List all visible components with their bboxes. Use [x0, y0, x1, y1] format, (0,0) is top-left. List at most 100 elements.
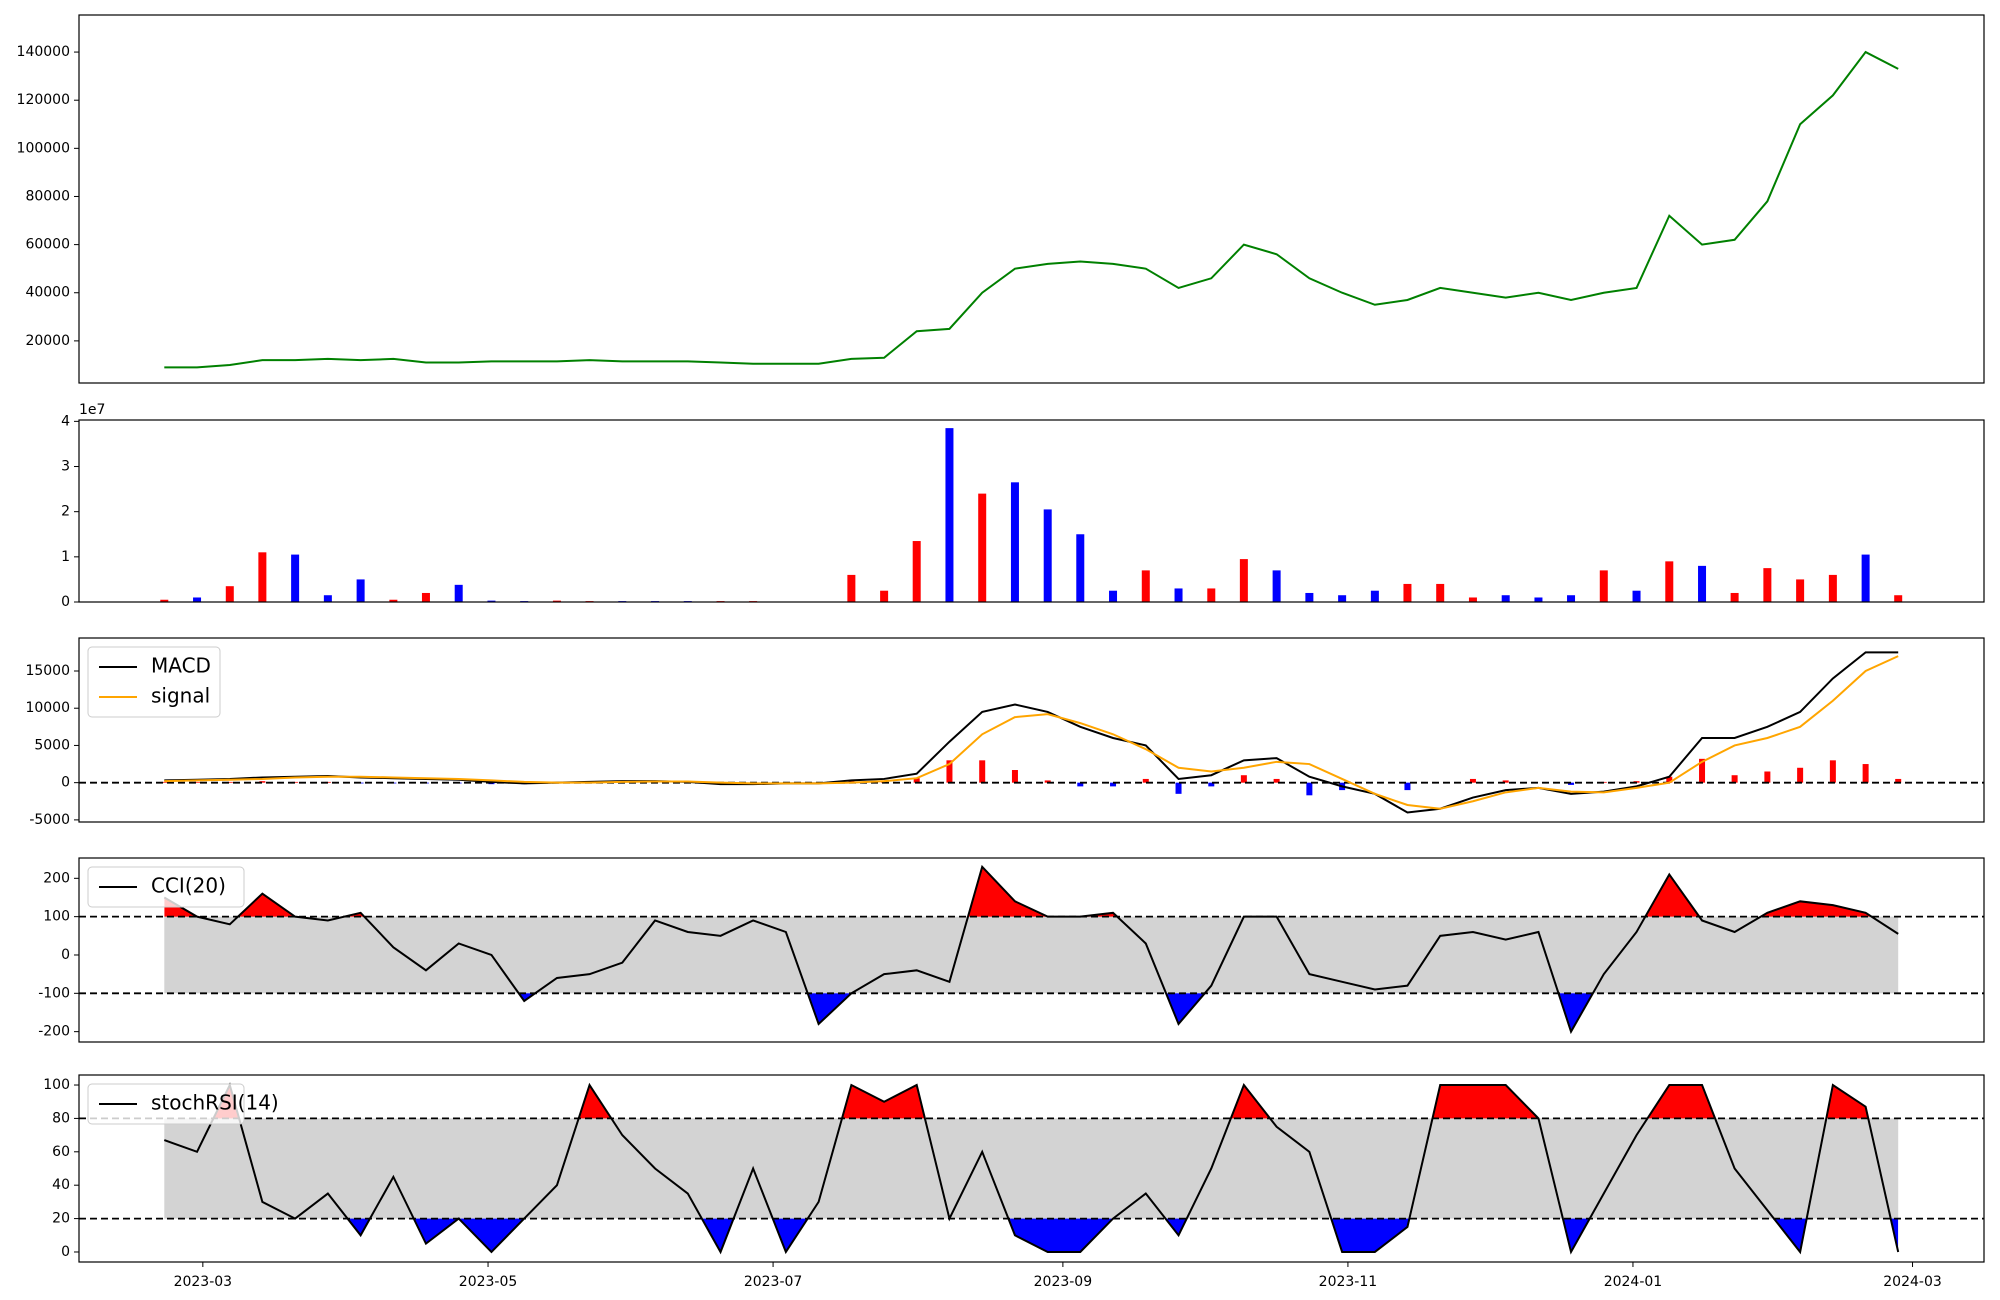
y-tick-label: 100: [43, 1077, 70, 1093]
histogram-bar: [979, 760, 986, 783]
bar: [1403, 583, 1412, 602]
histogram-bar: [1404, 782, 1411, 791]
y-tick-label: 80: [52, 1110, 70, 1126]
bar: [1468, 597, 1477, 602]
line: [164, 655, 1899, 810]
bar: [454, 584, 463, 602]
histogram-bar: [1568, 782, 1575, 785]
plot-frame: [78, 637, 1985, 823]
bar: [1730, 592, 1739, 602]
bar: [193, 597, 202, 602]
y-tick-label: 60000: [25, 237, 70, 253]
histogram-bar: [1829, 760, 1836, 783]
x-tick-label: 2024-01: [1604, 1274, 1663, 1290]
legend: MACD signal: [87, 646, 221, 718]
y-tick-label: -5000: [29, 812, 70, 828]
legend: CCI(20): [87, 866, 245, 908]
histogram-bar: [259, 781, 266, 783]
x-tick-label: 2023-05: [459, 1274, 518, 1290]
bar: [847, 574, 856, 602]
histogram-bar: [292, 781, 299, 783]
histogram-bar: [1142, 778, 1149, 783]
plot-frame: [78, 419, 1985, 603]
histogram-bar: [1895, 778, 1902, 783]
y-tick-label: 120000: [17, 92, 70, 108]
histogram-bar: [226, 781, 233, 783]
histogram-bar: [1469, 778, 1476, 783]
bar: [291, 554, 300, 602]
y-tick-label: 20: [52, 1211, 70, 1227]
y-tick-label: 5000: [34, 737, 70, 753]
y-tick-label: -200: [38, 1024, 70, 1040]
y-tick-label: 0: [61, 947, 70, 963]
histogram-bar: [1764, 771, 1771, 783]
x-tick-label: 2023-07: [744, 1274, 803, 1290]
legend-label: CCI(20): [151, 874, 226, 898]
bar: [421, 592, 430, 602]
bar: [978, 493, 987, 602]
y-tick-label: 10000: [25, 700, 70, 716]
line: [163, 1082, 1900, 1255]
histogram-bar: [1077, 782, 1084, 787]
histogram-bar: [1208, 782, 1215, 787]
y-tick-label: 80000: [25, 188, 70, 204]
bar: [1010, 482, 1019, 602]
bar: [880, 590, 889, 602]
x-tick-label: 2024-03: [1883, 1274, 1942, 1290]
offset-label: 1e7: [79, 402, 105, 418]
bar: [1239, 559, 1248, 602]
histogram-bar: [1502, 780, 1509, 783]
histogram-bar: [1273, 778, 1280, 783]
bar: [1763, 568, 1772, 602]
y-tick-label: 60: [52, 1144, 70, 1160]
y-tick-label: 1: [61, 549, 70, 565]
oversold-fill: [164, 993, 1899, 1032]
bar: [1861, 554, 1870, 602]
y-tick-label: 0: [61, 775, 70, 791]
histogram-bar: [194, 781, 201, 783]
bar: [389, 599, 398, 602]
histogram-bar: [848, 780, 855, 783]
histogram-bar: [1731, 775, 1738, 783]
y-tick-label: 0: [61, 594, 70, 610]
y-tick-label: -100: [38, 985, 70, 1001]
neutral-band: [164, 1118, 1899, 1219]
bar: [1567, 595, 1576, 602]
bar: [552, 600, 561, 602]
histogram-bar: [913, 778, 920, 783]
histogram-bar: [1306, 782, 1313, 796]
histogram-bar: [1044, 780, 1051, 783]
x-tick-label: 2023-03: [174, 1274, 233, 1290]
bar: [1828, 574, 1837, 602]
histogram-bar: [1240, 775, 1247, 783]
x-tick-label: 2023-09: [1034, 1274, 1093, 1290]
y-tick-label: 2: [61, 504, 70, 520]
bar: [1043, 509, 1052, 602]
histogram-bar: [1797, 767, 1804, 783]
bar: [1272, 570, 1281, 602]
y-tick-label: 40000: [25, 285, 70, 301]
bar: [258, 552, 267, 602]
x-tick-label: 2023-11: [1319, 1274, 1378, 1290]
bar: [912, 541, 921, 602]
histogram-bar: [1175, 782, 1182, 794]
histogram-bar: [1666, 776, 1673, 783]
bar: [1698, 565, 1707, 602]
bar: [1796, 579, 1805, 602]
bar: [1894, 595, 1903, 602]
bar: [1305, 592, 1314, 602]
y-tick-label: 200: [43, 870, 70, 886]
legend-label: stochRSI(14): [151, 1091, 279, 1115]
bar: [945, 428, 954, 602]
y-tick-label: 100: [43, 909, 70, 925]
bar: [356, 579, 365, 602]
plot-frame: [78, 1074, 1985, 1263]
legend-label: MACD: [151, 654, 211, 678]
bar: [1174, 588, 1183, 602]
bar: [487, 600, 496, 602]
bar: [160, 599, 169, 602]
bar: [225, 586, 234, 602]
line: [164, 50, 1899, 369]
bar: [1109, 590, 1118, 602]
